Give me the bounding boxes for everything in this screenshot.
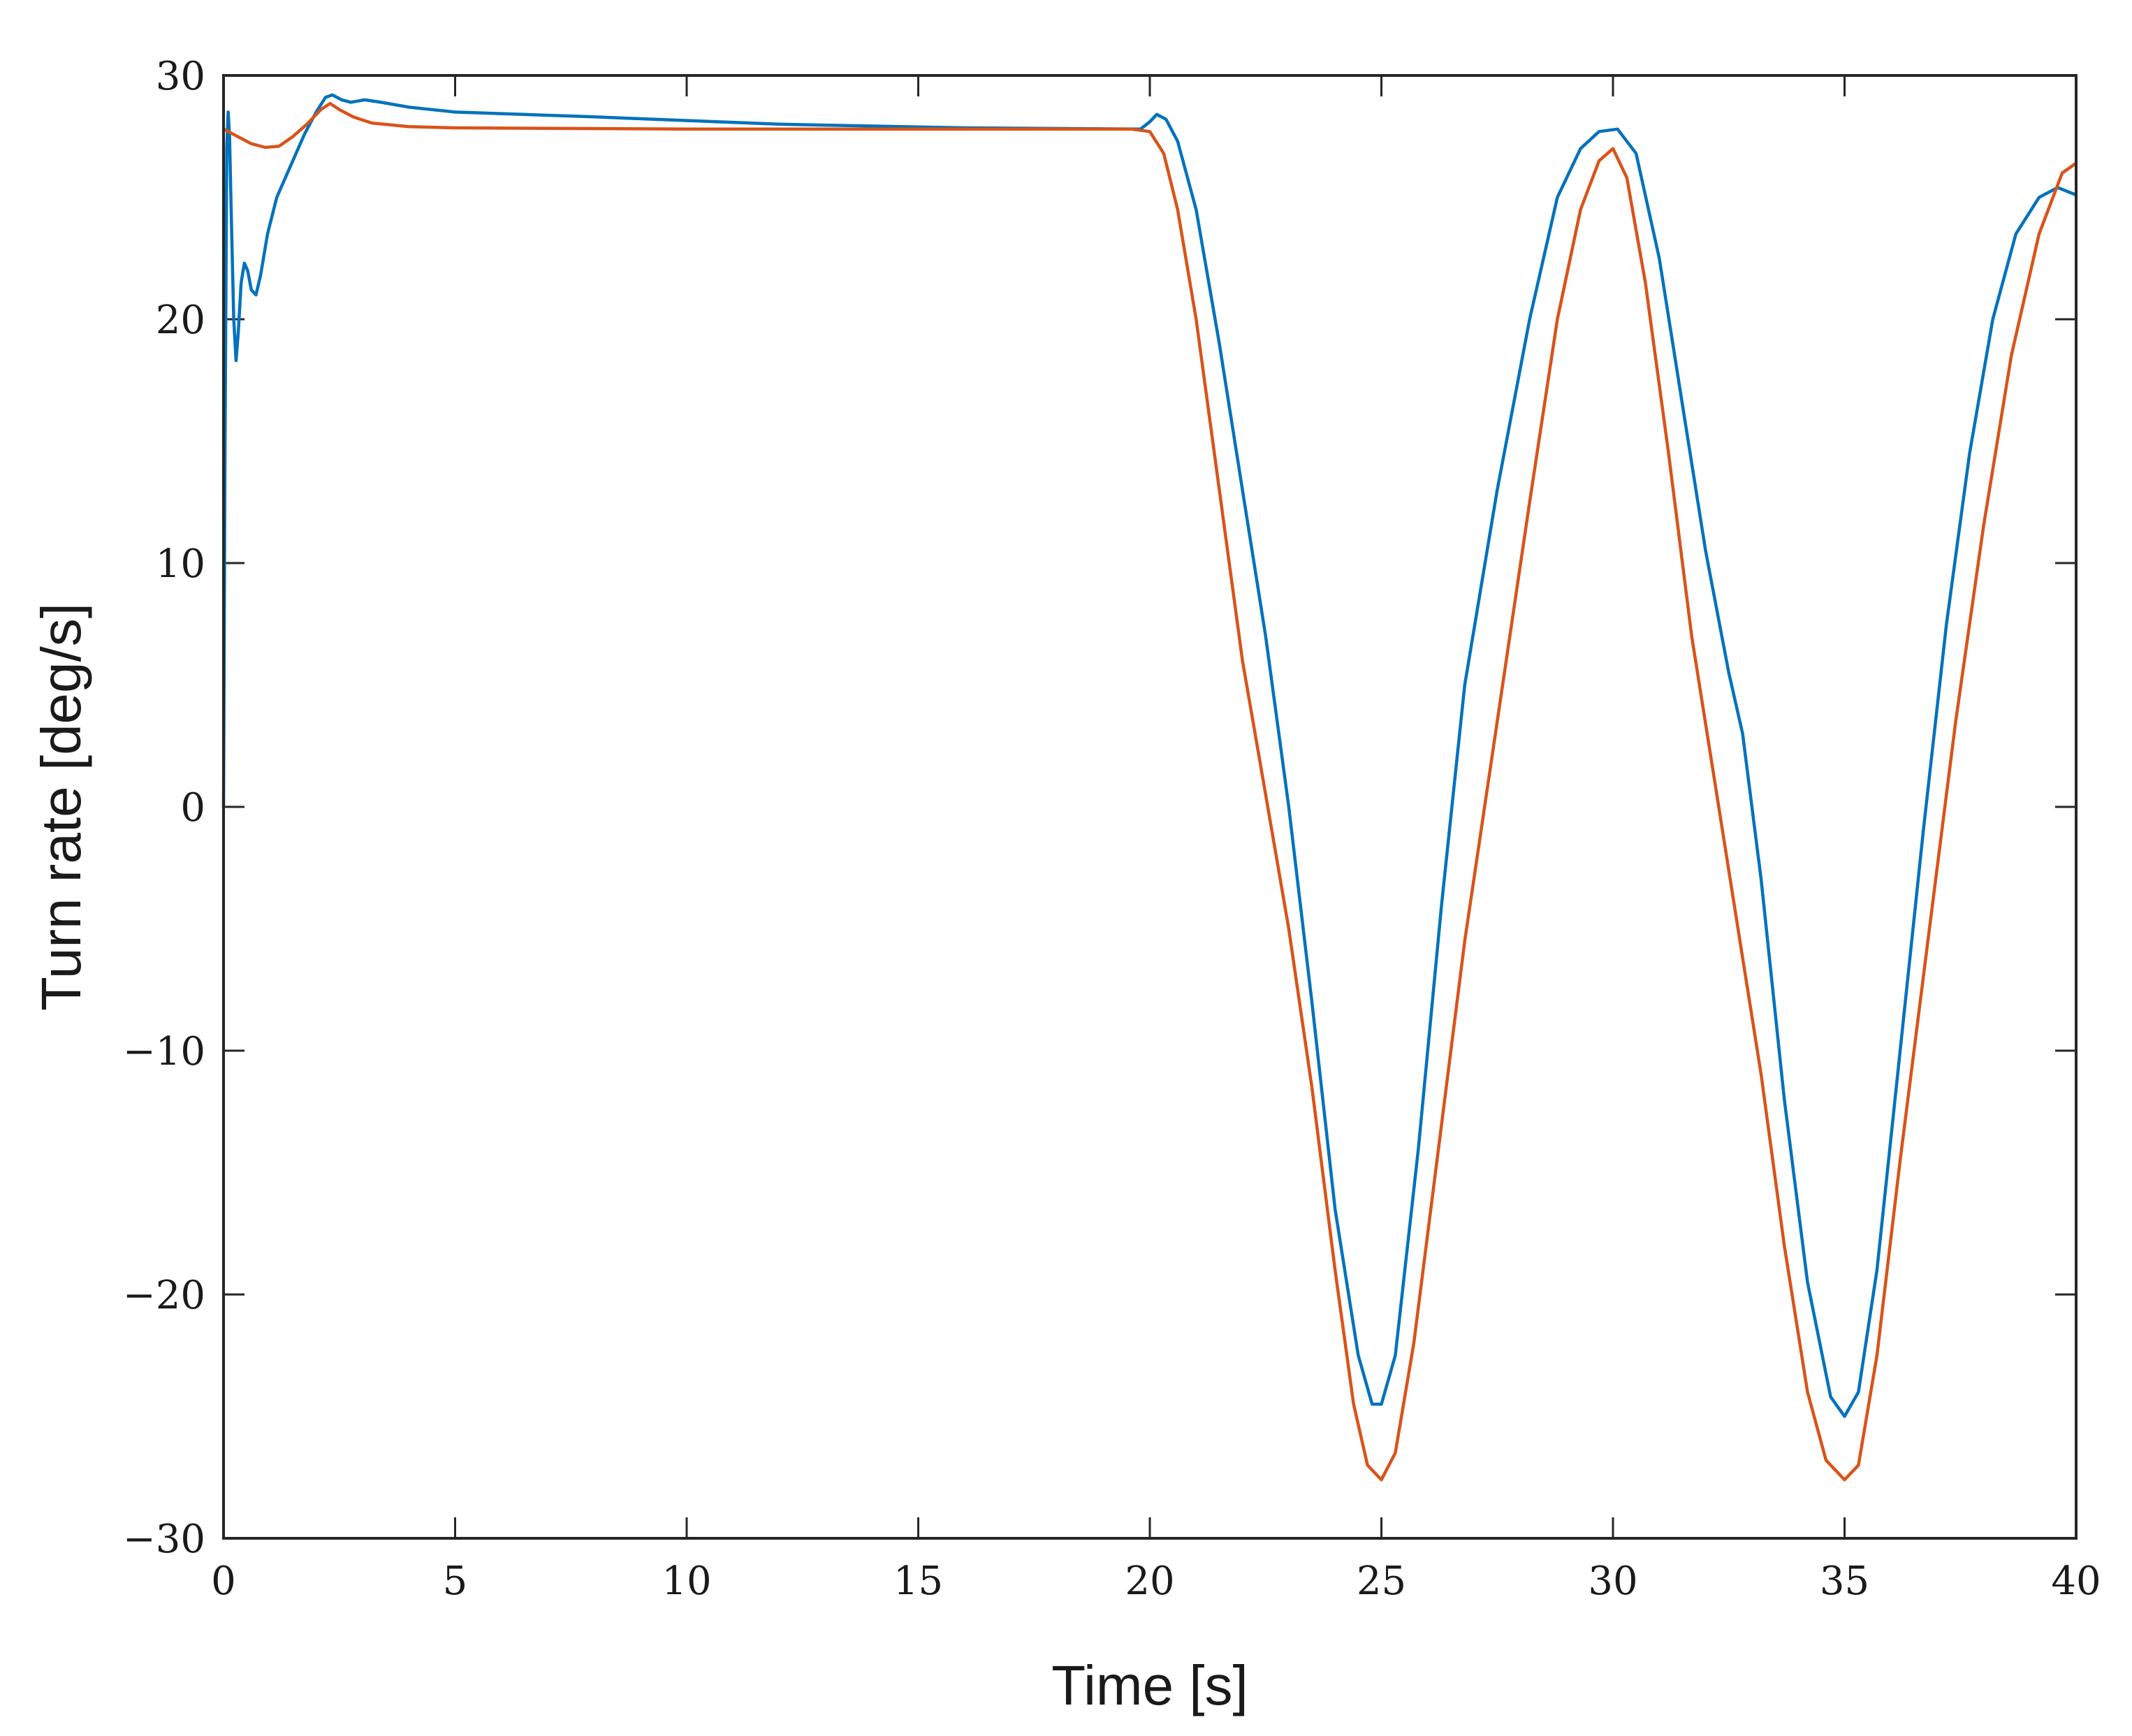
x-tick-label: 30	[1588, 1559, 1637, 1604]
x-tick-label: 15	[893, 1559, 943, 1604]
series-line-2	[221, 101, 2078, 1482]
x-tick-label: 25	[1357, 1559, 1406, 1604]
x-tick-label: 0	[211, 1559, 236, 1604]
series-line-1	[221, 93, 2078, 1418]
x-tick-label: 5	[443, 1559, 468, 1604]
y-tick-label: 30	[156, 54, 205, 99]
x-tick-label: 35	[1820, 1559, 1869, 1604]
x-tick-label: 40	[2051, 1559, 2101, 1604]
y-tick-label: −30	[123, 1517, 205, 1562]
axis-ticks	[222, 74, 2078, 1540]
y-tick-label: −20	[123, 1273, 205, 1318]
series-lines	[221, 93, 2078, 1482]
x-tick-label: 20	[1125, 1559, 1174, 1604]
x-tick-labels: 0 5 10 15 20 25 30 35 40	[211, 1559, 2101, 1604]
y-tick-label: 20	[156, 298, 205, 343]
x-axis-title: Time [s]	[1051, 1654, 1248, 1716]
y-tick-labels: −30 −20 −10 0 10 20 30	[123, 54, 205, 1562]
y-axis-title: Turn rate [deg/s]	[30, 603, 92, 1011]
x-tick-label: 10	[662, 1559, 711, 1604]
y-tick-label: 10	[156, 541, 205, 587]
y-tick-label: −10	[123, 1029, 205, 1074]
plot-frame	[222, 74, 2078, 1540]
y-tick-label: 0	[180, 785, 205, 831]
